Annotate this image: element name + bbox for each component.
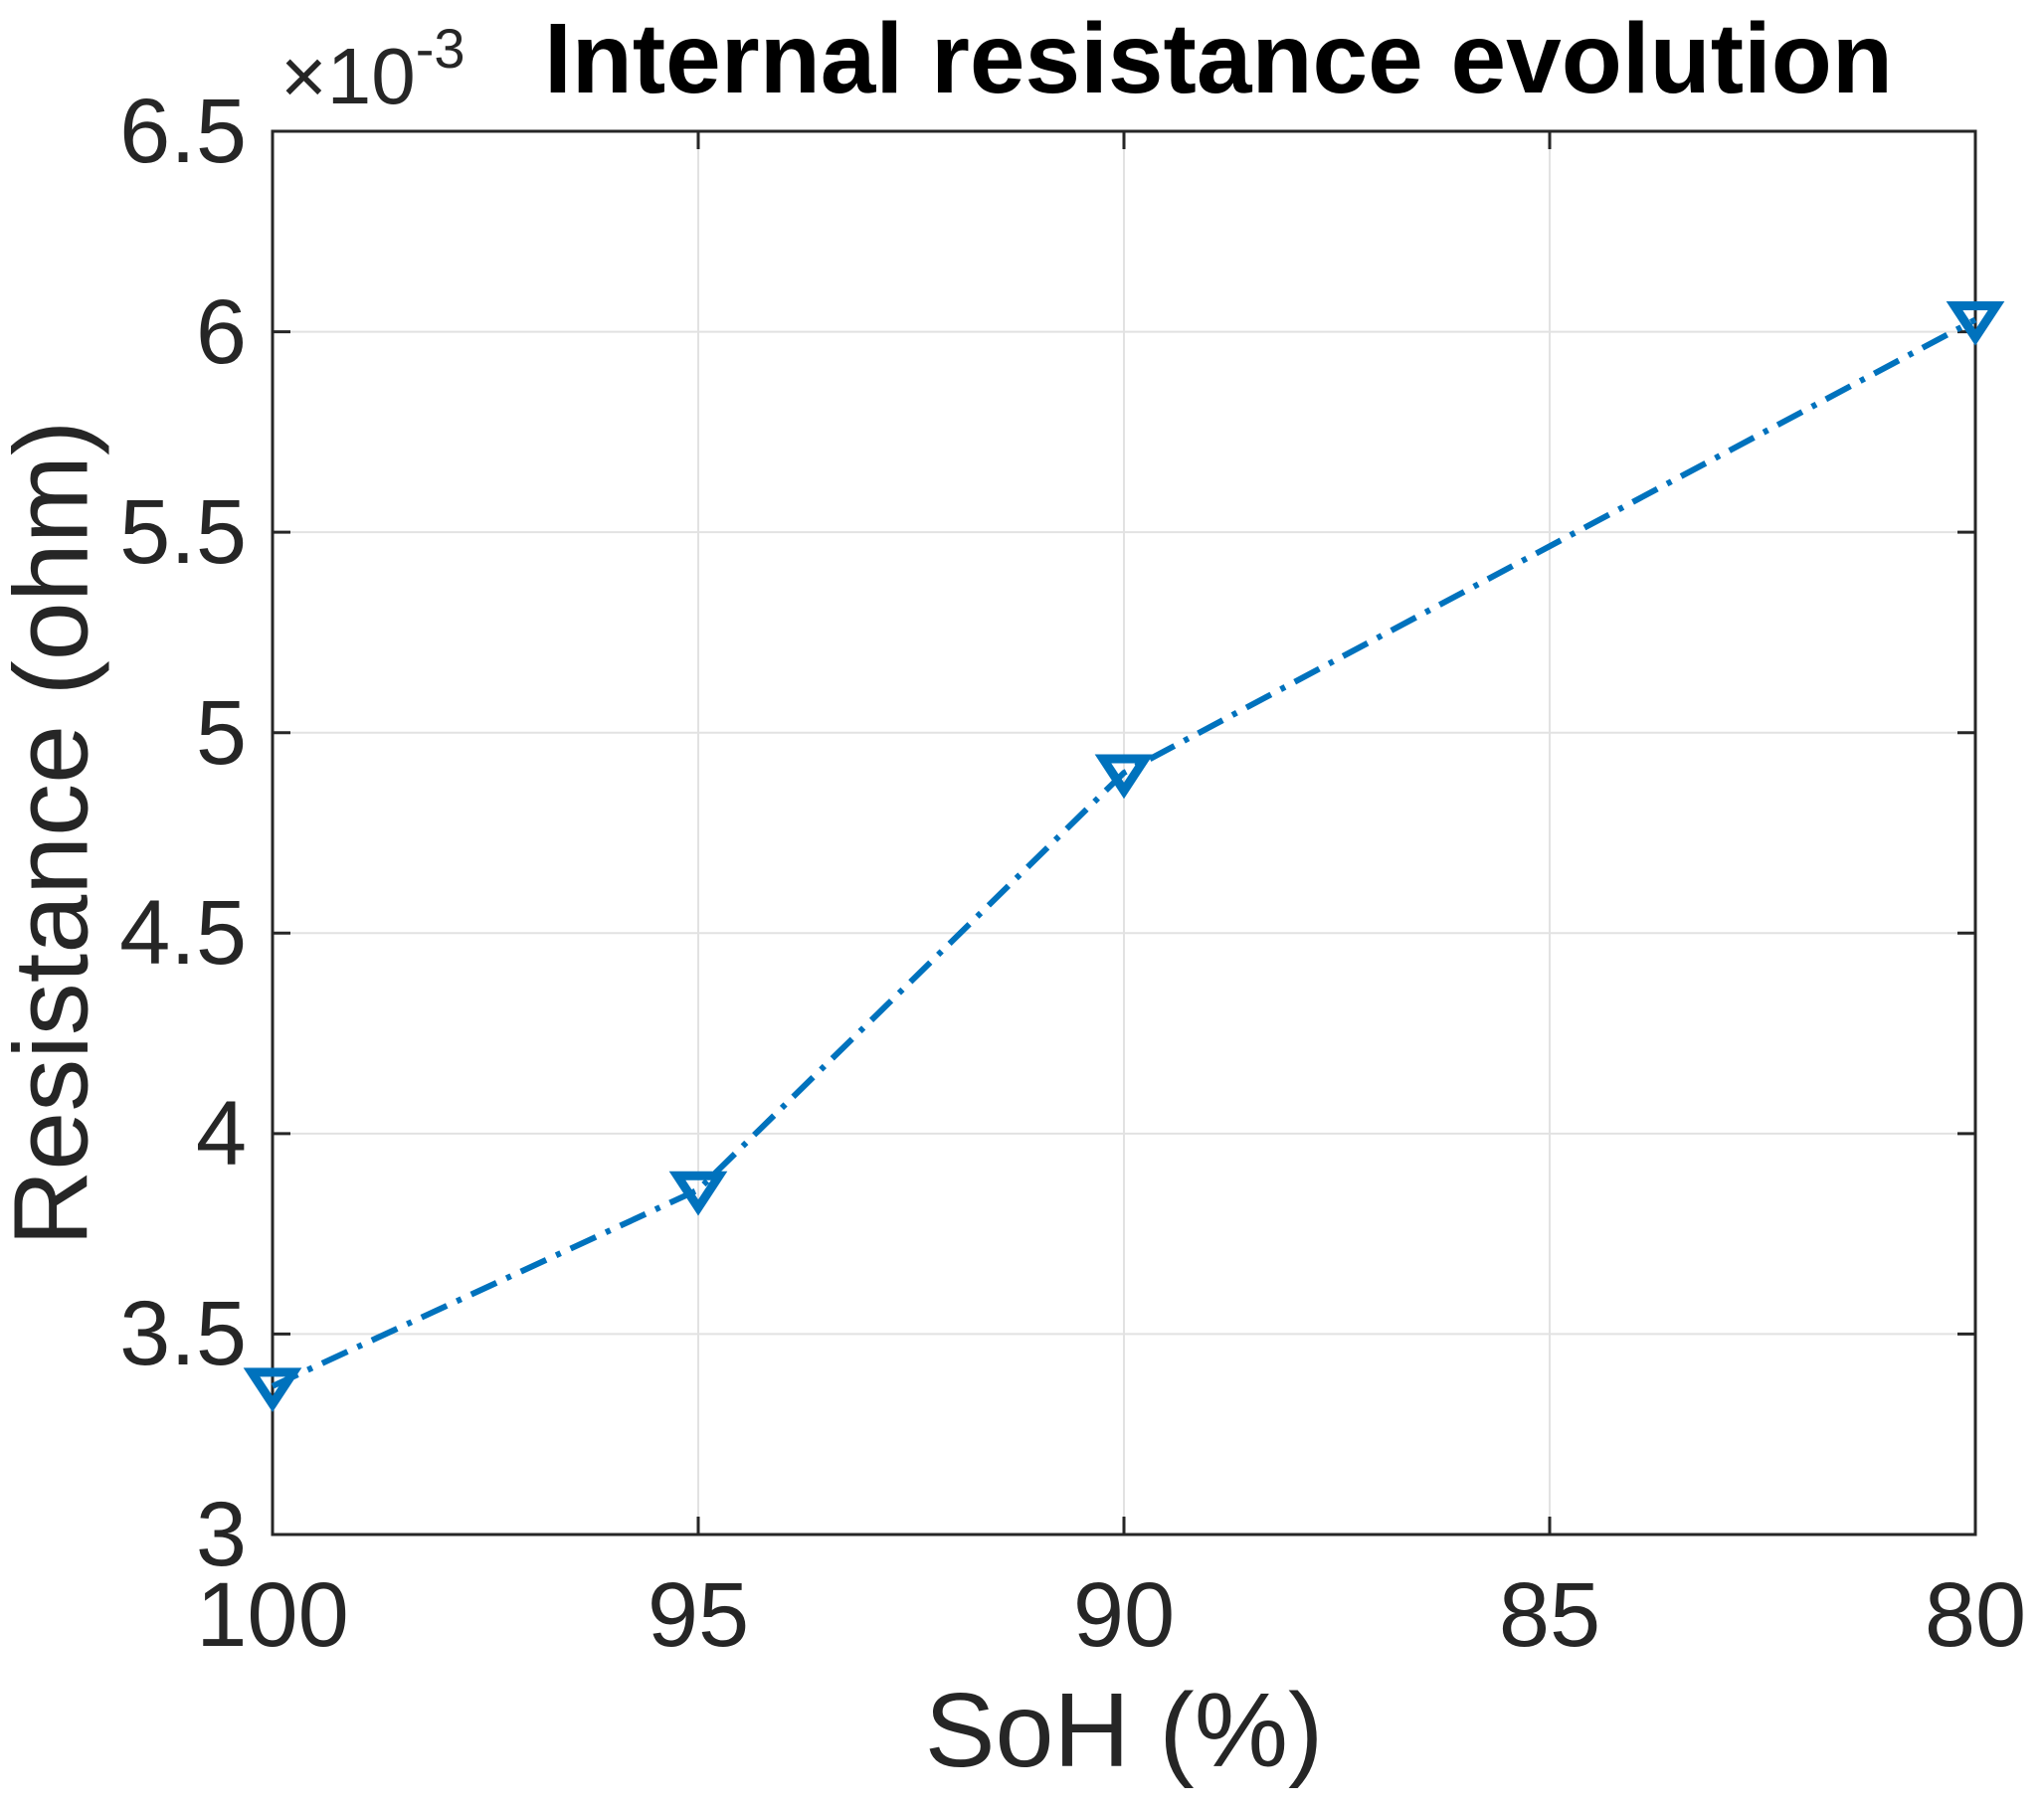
y-axis-offset-exponent: -3 (415, 17, 465, 80)
x-tick-label: 90 (1072, 1564, 1176, 1666)
x-tick-label: 95 (647, 1564, 750, 1666)
data-line (271, 316, 1977, 1389)
y-axis-label: Resistance (ohm) (0, 420, 110, 1247)
y-axis-offset-label: ×10-3 (280, 18, 465, 120)
x-tick-label: 100 (196, 1564, 349, 1666)
y-tick-label: 3 (195, 1484, 247, 1585)
y-tick-label: 5 (195, 681, 247, 784)
x-tick-label: 80 (1924, 1564, 2027, 1666)
data-point-marker (668, 1171, 728, 1216)
chart-title: Internal resistance evolution (544, 3, 1893, 114)
y-tick-label: 4 (195, 1082, 247, 1184)
data-point-marker (1946, 300, 2005, 346)
data-point-marker (1094, 754, 1154, 800)
y-tick-label: 4.5 (119, 882, 247, 985)
y-tick-label: 5.5 (119, 481, 247, 584)
y-axis-offset-base: ×10 (280, 32, 416, 120)
y-tick-label: 6.5 (119, 81, 247, 182)
y-tick-label: 3.5 (119, 1283, 247, 1385)
x-axis-label: SoH (%) (924, 1672, 1324, 1789)
data-point-marker (243, 1367, 302, 1413)
y-tick-label: 6 (195, 280, 247, 383)
x-tick-label: 85 (1498, 1564, 1601, 1666)
